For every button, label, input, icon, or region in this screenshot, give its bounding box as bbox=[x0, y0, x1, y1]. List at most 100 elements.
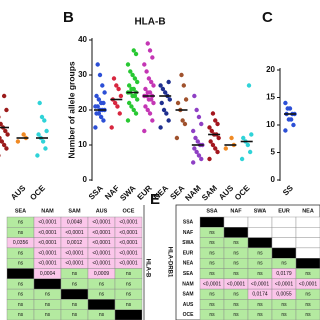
table-frame bbox=[175, 204, 320, 320]
x-tick-label: SWA bbox=[118, 183, 137, 202]
data-point bbox=[192, 93, 197, 99]
data-point bbox=[125, 62, 131, 67]
data-point bbox=[191, 160, 196, 165]
cell-value: ns bbox=[305, 312, 311, 318]
data-point bbox=[135, 97, 140, 102]
data-point bbox=[151, 100, 156, 106]
table-cell bbox=[87, 299, 116, 310]
cell-value: ns bbox=[209, 261, 215, 267]
data-point bbox=[132, 76, 138, 81]
cell-value: ns bbox=[99, 312, 105, 318]
table-cell bbox=[295, 227, 320, 238]
cell-value: ns bbox=[126, 271, 132, 277]
cell-value: 0,0009 bbox=[94, 271, 110, 277]
data-point bbox=[167, 97, 172, 102]
data-point bbox=[98, 100, 104, 106]
data-point bbox=[207, 125, 212, 130]
cell-value: ns bbox=[281, 302, 287, 308]
data-point bbox=[126, 100, 132, 106]
data-point bbox=[116, 86, 121, 92]
row-label: EUR bbox=[183, 250, 194, 256]
data-point bbox=[145, 41, 150, 46]
data-point bbox=[210, 142, 216, 148]
data-point bbox=[21, 132, 26, 137]
cell-value: <0,0001 bbox=[92, 240, 110, 246]
cell-value: ns bbox=[257, 312, 263, 318]
cell-value: ns bbox=[257, 250, 263, 256]
cell-value: ns bbox=[233, 302, 239, 308]
data-point bbox=[0, 121, 3, 127]
y-tick-label: 20 bbox=[78, 105, 87, 114]
data-point bbox=[285, 106, 290, 111]
data-point bbox=[98, 114, 104, 120]
data-point bbox=[245, 142, 251, 148]
data-point bbox=[194, 107, 199, 113]
data-point bbox=[101, 118, 106, 123]
cell-value: ns bbox=[233, 240, 239, 246]
data-point bbox=[216, 135, 221, 141]
table-cell bbox=[271, 247, 297, 259]
data-point bbox=[4, 107, 9, 113]
data-point bbox=[208, 139, 213, 144]
data-point bbox=[128, 69, 133, 74]
x-tick-label: SS bbox=[281, 183, 295, 197]
cell-value: 0,0004 bbox=[40, 271, 56, 277]
table-label: HLA-B bbox=[144, 259, 150, 278]
column-header: OCE bbox=[123, 208, 135, 214]
chart-title: HLA-B bbox=[134, 17, 165, 28]
cell-value: <0,0001 bbox=[119, 261, 137, 267]
x-tick-label: SAM bbox=[200, 183, 219, 202]
data-point bbox=[145, 90, 150, 95]
row-label: AUS bbox=[183, 302, 194, 308]
row-label: SWA bbox=[182, 240, 194, 246]
cell-value: ns bbox=[72, 302, 78, 308]
table-cell bbox=[114, 309, 143, 320]
cell-value: ns bbox=[257, 302, 263, 308]
table-cell bbox=[6, 268, 35, 280]
cell-value: ns bbox=[18, 261, 24, 267]
data-point bbox=[96, 97, 102, 102]
data-point bbox=[39, 114, 45, 120]
cell-value: ns bbox=[209, 271, 215, 277]
table-cell bbox=[271, 237, 297, 249]
cell-value: <0,0001 bbox=[65, 250, 83, 256]
cell-value: <0,0001 bbox=[203, 281, 221, 287]
data-point bbox=[291, 122, 296, 128]
data-point bbox=[151, 83, 156, 88]
y-tick-label: 40 bbox=[78, 35, 87, 44]
panel-letter: B bbox=[63, 9, 74, 26]
cell-value: ns bbox=[233, 271, 239, 277]
x-tick-label: AUS bbox=[217, 183, 236, 202]
data-point bbox=[95, 62, 100, 67]
data-point bbox=[117, 111, 122, 116]
table-cell bbox=[223, 227, 249, 238]
table-cell bbox=[295, 237, 320, 249]
data-point bbox=[286, 117, 292, 122]
cell-value: ns bbox=[233, 250, 239, 256]
y-tick-label: 20 bbox=[266, 65, 275, 74]
data-point bbox=[0, 135, 2, 141]
data-point bbox=[283, 128, 288, 133]
cell-value: ns bbox=[18, 281, 24, 287]
data-point bbox=[133, 111, 139, 116]
table-cell bbox=[247, 227, 273, 238]
panel-letter: C bbox=[262, 9, 273, 26]
y-axis-label: Number of allele groups bbox=[66, 61, 76, 159]
x-tick-label: OCE bbox=[233, 183, 252, 202]
data-point bbox=[0, 115, 1, 119]
x-tick-label: NAF bbox=[103, 183, 121, 201]
data-point bbox=[94, 93, 99, 99]
cell-value: <0,0001 bbox=[299, 281, 317, 287]
cell-value: ns bbox=[281, 261, 287, 267]
data-point bbox=[241, 135, 246, 141]
cell-value: ns bbox=[72, 281, 78, 287]
data-point bbox=[183, 97, 189, 102]
data-point bbox=[129, 86, 134, 92]
cell-value: ns bbox=[233, 292, 239, 298]
data-point bbox=[93, 125, 98, 130]
data-point bbox=[109, 125, 114, 130]
data-point bbox=[115, 104, 120, 109]
data-point bbox=[93, 104, 98, 109]
data-point bbox=[215, 149, 220, 155]
cell-value: ns bbox=[305, 292, 311, 298]
